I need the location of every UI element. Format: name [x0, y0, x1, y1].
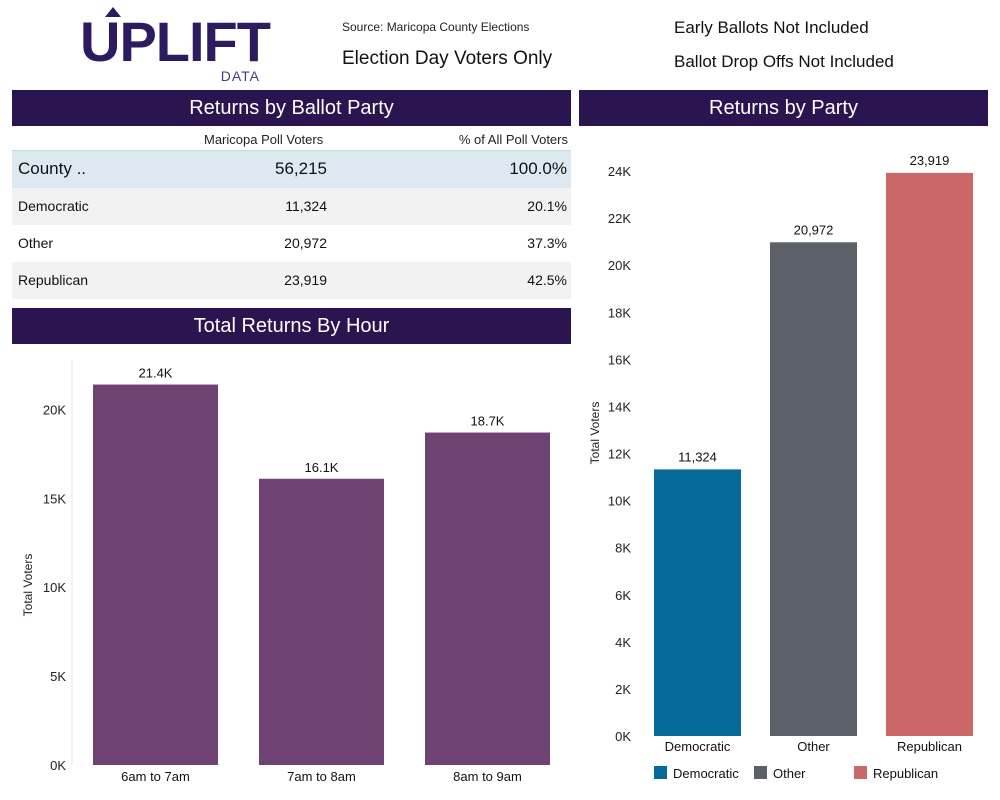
table-title-banner: Returns by Ballot Party — [12, 90, 571, 126]
y-tick-label: 0K — [615, 729, 631, 744]
table-row[interactable]: Other 20,972 37.3% — [12, 225, 571, 262]
row-pct: 42.5% — [527, 272, 567, 288]
row-voters: 20,972 — [284, 235, 327, 251]
y-tick-label: 24K — [608, 164, 631, 179]
y-tick-label: 15K — [43, 491, 66, 506]
party-title: Returns by Party — [709, 97, 858, 119]
data-label: 16.1K — [305, 460, 339, 475]
logo-word: UPLIFT — [80, 10, 271, 73]
y-tick-label: 10K — [608, 494, 631, 509]
y-tick-label: 4K — [615, 635, 631, 650]
y-tick-label: 16K — [608, 352, 631, 367]
legend-label: Other — [773, 766, 806, 781]
data-label: 20,972 — [794, 222, 834, 237]
hour-chart: 0K 5K 10K 15K 20K Total Voters 21.4K 6am to 7am… — [21, 360, 550, 784]
note-early-ballots: Early Ballots Not Included — [674, 18, 869, 37]
logo-sub: DATA — [220, 68, 260, 84]
legend-label: Democratic — [673, 766, 739, 781]
data-label: 18.7K — [471, 414, 505, 429]
x-tick-label: 8am to 9am — [453, 769, 522, 784]
y-tick-label: 0K — [50, 758, 66, 773]
y-tick-label: 20K — [608, 258, 631, 273]
legend-swatch-other — [754, 766, 767, 779]
data-label: 23,919 — [910, 153, 950, 168]
hour-title-banner: Total Returns By Hour — [12, 308, 571, 344]
x-tick-label: Republican — [897, 739, 962, 754]
x-tick-label: 6am to 7am — [121, 769, 190, 784]
bar-other — [770, 242, 857, 736]
table-row-total[interactable]: County .. 56,215 100.0% — [12, 150, 571, 190]
party-title-banner: Returns by Party — [579, 90, 988, 126]
row-pct: 100.0% — [509, 159, 567, 178]
y-tick-label: 22K — [608, 211, 631, 226]
bar-7am-to-8am — [259, 478, 384, 765]
y-tick-label: 14K — [608, 399, 631, 414]
y-axis-label: Total Voters — [588, 402, 602, 465]
logo-arrow-icon — [105, 7, 121, 17]
row-pct: 20.1% — [527, 198, 567, 214]
table-row[interactable]: Democratic 11,324 20.1% — [12, 188, 571, 225]
table-title: Returns by Ballot Party — [189, 97, 394, 119]
y-tick-label: 10K — [43, 580, 66, 595]
legend-swatch-democratic — [654, 766, 667, 779]
hour-title: Total Returns By Hour — [193, 315, 390, 337]
bar-8am-to-9am — [425, 432, 550, 765]
table-row[interactable]: Republican 23,919 42.5% — [12, 262, 571, 299]
row-label: Republican — [18, 272, 89, 288]
row-label: Democratic — [18, 198, 89, 214]
row-pct: 37.3% — [527, 235, 567, 251]
data-label: 21.4K — [139, 366, 173, 381]
y-tick-label: 2K — [615, 682, 631, 697]
party-chart: 0K 2K 4K 6K 8K 10K 12K 14K 16K 18K 20K 22K 24K Total … — [588, 153, 973, 781]
note-drop-offs: Ballot Drop Offs Not Included — [674, 52, 894, 71]
data-label: 11,324 — [678, 449, 717, 464]
legend-label: Republican — [873, 766, 938, 781]
bar-democratic — [654, 469, 741, 736]
row-label: Other — [18, 235, 54, 251]
x-tick-label: Other — [797, 739, 830, 754]
y-tick-label: 5K — [50, 669, 66, 684]
y-tick-label: 12K — [608, 447, 631, 462]
scope-text: Election Day Voters Only — [342, 48, 553, 69]
y-tick-label: 8K — [615, 541, 631, 556]
bar-republican — [886, 172, 973, 737]
legend-swatch-republican — [854, 766, 867, 779]
bar-6am-to-7am — [93, 384, 218, 765]
y-axis-label: Total Voters — [21, 554, 35, 617]
row-voters: 11,324 — [285, 198, 327, 214]
source-text: Source: Maricopa County Elections — [342, 20, 530, 34]
y-tick-label: 20K — [43, 402, 66, 417]
row-label: County .. — [18, 159, 87, 178]
y-tick-label: 18K — [608, 305, 631, 320]
uplift-logo: UPLIFT DATA — [80, 7, 271, 84]
col-header-voters: Maricopa Poll Voters — [204, 132, 324, 147]
x-tick-label: Democratic — [665, 739, 731, 754]
col-header-pct: % of All Poll Voters — [458, 132, 568, 147]
x-tick-label: 7am to 8am — [287, 769, 356, 784]
row-voters: 56,215 — [275, 159, 327, 178]
y-tick-label: 6K — [615, 588, 631, 603]
row-voters: 23,919 — [284, 272, 327, 288]
